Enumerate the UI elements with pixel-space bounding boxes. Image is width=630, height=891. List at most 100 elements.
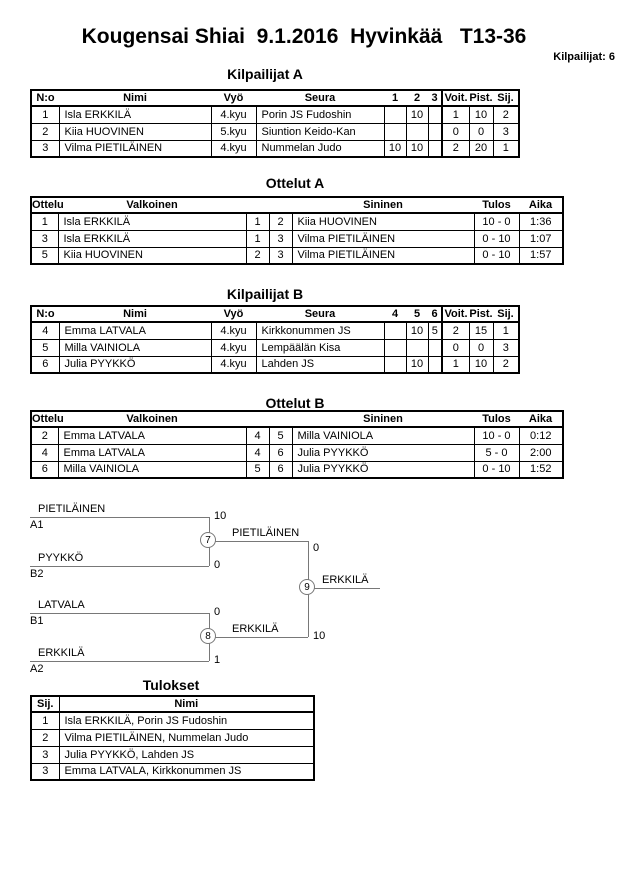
col-club: Seura (256, 306, 384, 323)
cell-time: 1:07 (518, 229, 564, 248)
col-club: Seura (256, 90, 384, 107)
cell-m1: 10 (383, 139, 407, 158)
table-row: 2 Emma LATVALA 4 5 Milla VAINIOLA 10 - 0… (30, 426, 564, 445)
cell-blue-no: 2 (268, 212, 293, 231)
col-white: Valkoinen (58, 197, 246, 214)
col-wins: Voit. (441, 90, 469, 107)
cell-place: 3 (492, 122, 520, 141)
cell-wins: 0 (441, 338, 470, 357)
cell-belt: 4.kyu (210, 338, 257, 357)
cell-white-no: 2 (245, 246, 270, 265)
cell-match: 6 (30, 460, 59, 479)
col-blue-no (269, 197, 292, 214)
cell-wins: 2 (441, 139, 470, 158)
cell-no: 5 (30, 338, 60, 357)
bracket-winner-name: ERKKILÄ (232, 623, 279, 635)
cell-time: 0:12 (518, 426, 564, 445)
matches-b-table: Ottelu Valkoinen Sininen Tulos Aika 2 Em… (30, 410, 564, 479)
cell-no: 6 (30, 355, 60, 374)
cell-blue: Milla VAINIOLA (291, 426, 475, 445)
col-name: Nimi (58, 696, 314, 713)
col-no: N:o (31, 306, 59, 323)
cell-place: 1 (492, 139, 520, 158)
cell-m1 (383, 355, 407, 374)
col-name: Nimi (59, 306, 211, 323)
cell-wins: 1 (441, 105, 470, 124)
cell-place: 1 (30, 711, 60, 730)
bracket-player-name: PIETILÄINEN (38, 503, 106, 515)
section-heading-results: Tulokset (142, 677, 200, 693)
col-m1: 1 (384, 90, 406, 107)
cell-blue-no: 5 (268, 426, 293, 445)
matches-a-table: Ottelu Valkoinen Sininen Tulos Aika 1 Is… (30, 196, 564, 265)
bracket-line (30, 517, 209, 518)
cell-wins: 0 (441, 122, 470, 141)
table-row: 3 Vilma PIETILÄINEN 4.kyu Nummelan Judo … (30, 139, 520, 158)
cell-white-no: 1 (245, 212, 270, 231)
cell-m2: 10 (405, 105, 429, 124)
table-header-row: Sij. Nimi (31, 696, 314, 713)
bracket-score: 0 (214, 606, 221, 618)
cell-points: 0 (468, 338, 494, 357)
bracket-score: 1 (214, 654, 221, 666)
table-row: 3 Julia PYYKKÖ, Lahden JS (30, 745, 315, 764)
cell-white: Kiia HUOVINEN (57, 246, 247, 265)
col-belt: Vyö (211, 306, 256, 323)
cell-m1 (383, 321, 407, 340)
match-number-badge: 9 (299, 579, 315, 595)
pool-a-table: N:o Nimi Vyö Seura 1 2 3 Voit. Pist. Sij… (30, 89, 520, 158)
bracket-winner-name: PIETILÄINEN (232, 527, 300, 539)
pool-b-table: N:o Nimi Vyö Seura 4 5 6 Voit. Pist. Sij… (30, 305, 520, 374)
cell-no: 1 (30, 105, 60, 124)
cell-no: 3 (30, 139, 60, 158)
col-result: Tulos (474, 197, 519, 214)
table-row: 5 Milla VAINIOLA 4.kyu Lempäälän Kisa 0 … (30, 338, 520, 357)
table-row: 5 Kiia HUOVINEN 2 3 Vilma PIETILÄINEN 0 … (30, 246, 564, 265)
table-row: 1 Isla ERKKILÄ 4.kyu Porin JS Fudoshin 1… (30, 105, 520, 124)
bracket-seed: A2 (30, 663, 44, 675)
cell-name: Isla ERKKILÄ, Porin JS Fudoshin (58, 711, 315, 730)
page-title: Kougensai Shiai 9.1.2016 Hyvinkää T13-36 (81, 25, 527, 48)
col-wins: Voit. (441, 306, 469, 323)
bracket-line (308, 588, 380, 589)
cell-m2 (405, 338, 429, 357)
table-row: 1 Isla ERKKILÄ 1 2 Kiia HUOVINEN 10 - 0 … (30, 212, 564, 231)
section-heading-pool-b: Kilpailijat B (226, 286, 304, 302)
col-belt: Vyö (211, 90, 256, 107)
cell-name: Julia PYYKKÖ, Lahden JS (58, 745, 315, 764)
cell-match: 3 (30, 229, 59, 248)
match-number-badge: 7 (200, 532, 216, 548)
table-header-row: Ottelu Valkoinen Sininen Tulos Aika (31, 411, 563, 428)
col-match: Ottelu (31, 411, 64, 428)
cell-name: Emma LATVALA, Kirkkonummen JS (58, 762, 315, 781)
cell-result: 10 - 0 (473, 426, 520, 445)
cell-name: Kiia HUOVINEN (58, 122, 212, 141)
table-row: 3 Emma LATVALA, Kirkkonummen JS (30, 762, 315, 781)
cell-match: 2 (30, 426, 59, 445)
cell-m3 (427, 139, 443, 158)
bracket-champion-name: ERKKILÄ (322, 574, 369, 586)
col-white-no (246, 411, 269, 428)
section-heading-pool-a: Kilpailijat A (227, 66, 303, 82)
cell-blue-no: 3 (268, 246, 293, 265)
cell-place: 3 (30, 762, 60, 781)
cell-result: 5 - 0 (473, 443, 520, 462)
table-row: 1 Isla ERKKILÄ, Porin JS Fudoshin (30, 711, 315, 730)
col-points: Pist. (469, 306, 493, 323)
cell-name: Milla VAINIOLA (58, 338, 212, 357)
cell-wins: 2 (441, 321, 470, 340)
cell-club: Porin JS Fudoshin (255, 105, 385, 124)
cell-blue: Julia PYYKKÖ (291, 460, 475, 479)
match-number-badge: 8 (200, 628, 216, 644)
table-row: 4 Emma LATVALA 4 6 Julia PYYKKÖ 5 - 0 2:… (30, 443, 564, 462)
cell-place: 3 (30, 745, 60, 764)
col-m2: 5 (406, 306, 428, 323)
cell-m2: 10 (405, 139, 429, 158)
table-header-row: Ottelu Valkoinen Sininen Tulos Aika (31, 197, 563, 214)
bracket-line (209, 637, 308, 638)
cell-club: Lempäälän Kisa (255, 338, 385, 357)
cell-time: 1:36 (518, 212, 564, 231)
section-heading-matches-b: Ottelut B (265, 395, 325, 411)
cell-match: 1 (30, 212, 59, 231)
cell-points: 20 (468, 139, 494, 158)
